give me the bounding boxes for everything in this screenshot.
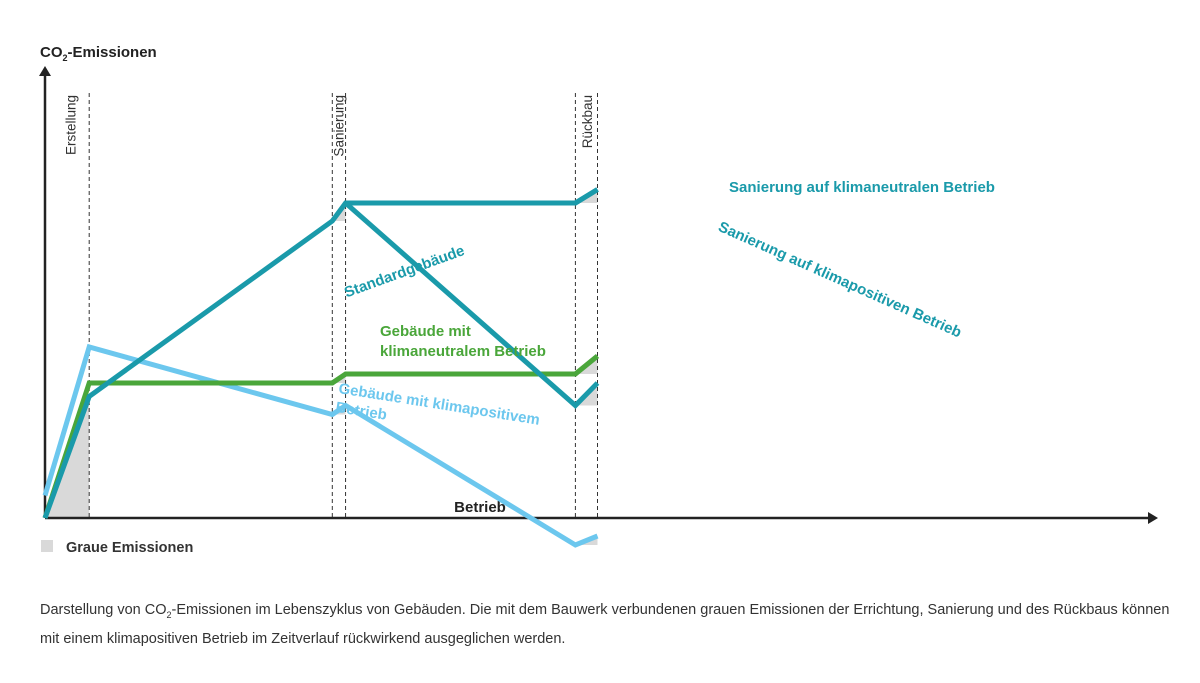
- x-axis-arrow: [1148, 512, 1158, 524]
- y-axis-label: CO2-Emissionen: [40, 44, 157, 63]
- caption-sub: 2: [166, 609, 172, 620]
- label-sanierung-positive: Sanierung auf klimapositiven Betrieb: [716, 218, 964, 341]
- figure-caption: Darstellung von CO2-Emissionen im Lebens…: [40, 598, 1170, 651]
- label-gebaeude-neutral-line-2: klimaneutralem Betrieb: [380, 343, 546, 360]
- label-gebaeude-neutral: Gebäude mit klimaneutralem Betrieb: [380, 323, 546, 360]
- y-axis-label-pre: CO: [40, 44, 63, 61]
- series-sanierung-neutral-line: [345, 187, 599, 206]
- x-axis-label: Betrieb: [454, 499, 506, 516]
- caption-part2: -Emissionen im Lebenszyklus von Gebäuden…: [40, 602, 1170, 647]
- phase-label-rueckbau: Rückbau: [580, 95, 595, 148]
- label-gebaeude-positive: Gebäude mit klimapositivemBetrieb: [334, 380, 541, 447]
- series-positive-line: [42, 343, 599, 548]
- legend-label-grey: Graue Emissionen: [66, 540, 193, 556]
- y-axis-label-sub: 2: [63, 53, 68, 63]
- series-neutral-line: [42, 354, 600, 519]
- series-sanierung-positive-line: [343, 201, 600, 409]
- y-axis-label-post: -Emissionen: [68, 44, 157, 61]
- label-sanierung-positive-line-1: Sanierung auf klimapositiven Betrieb: [716, 218, 964, 341]
- y-axis-arrow: [39, 66, 51, 76]
- label-sanierung-neutral: Sanierung auf klimaneutralen Betrieb: [729, 179, 995, 196]
- caption-part1: Darstellung von CO: [40, 602, 167, 618]
- label-gebaeude-neutral-line-1: Gebäude mit: [380, 323, 471, 340]
- legend-swatch-grey: [41, 540, 53, 552]
- label-sanierung-neutral-line-1: Sanierung auf klimaneutralen Betrieb: [729, 179, 995, 196]
- phase-label-sanierung: Sanierung: [331, 95, 346, 157]
- phase-label-erstellung: Erstellung: [64, 95, 79, 155]
